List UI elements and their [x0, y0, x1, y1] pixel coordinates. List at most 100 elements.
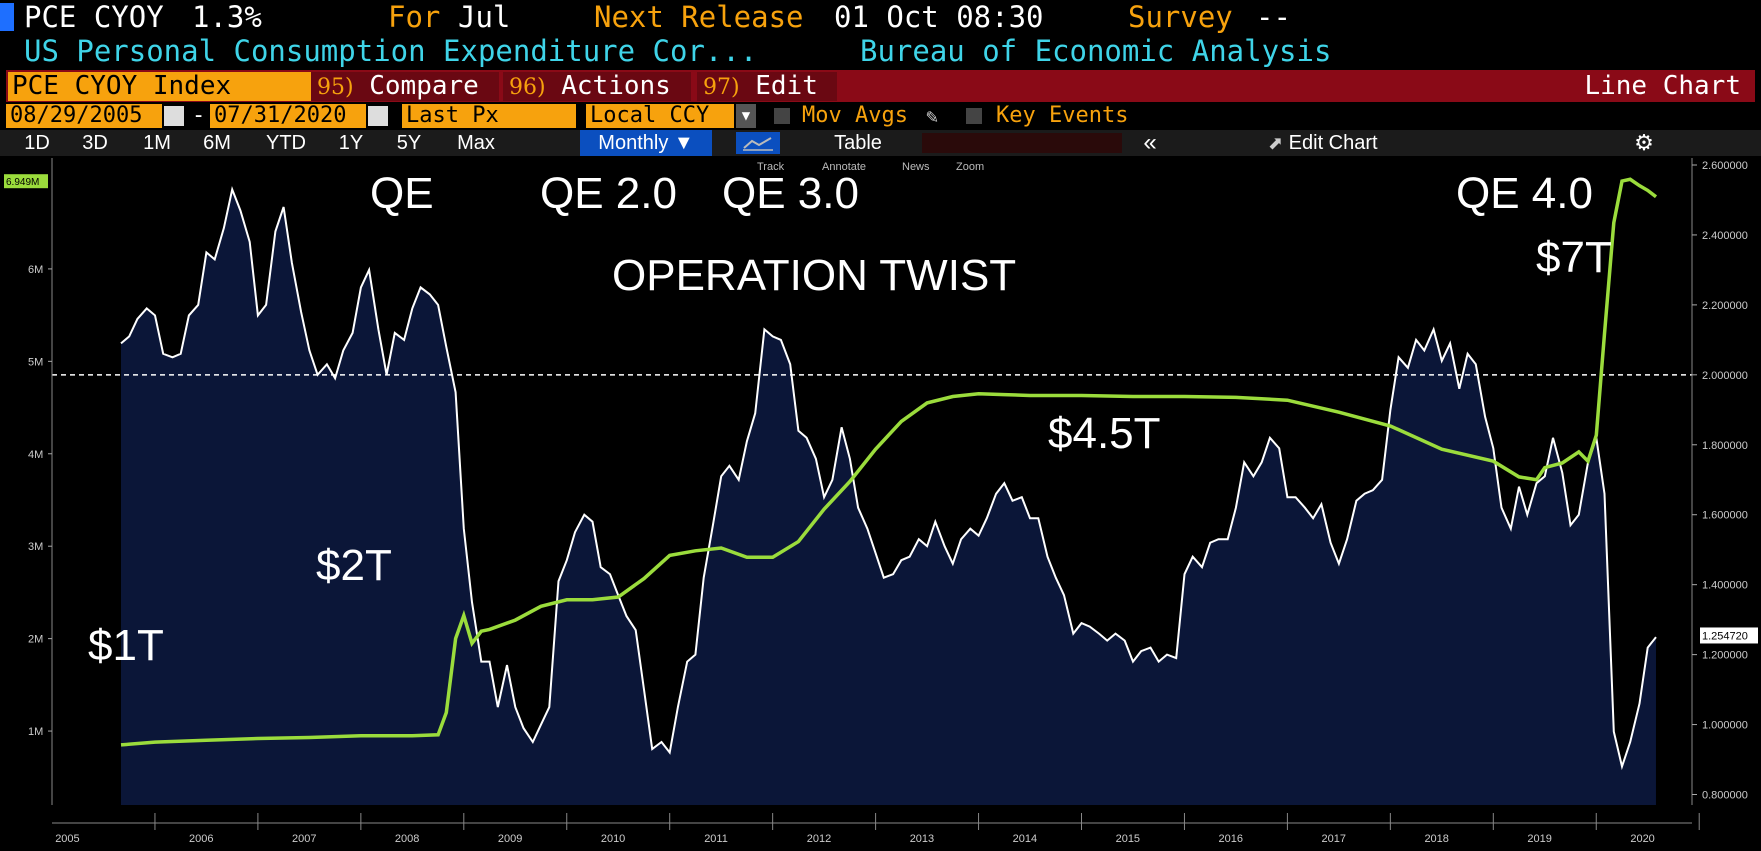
line-chart-icon[interactable] — [736, 132, 780, 154]
edit-chart-button[interactable]: ⬈ Edit Chart — [1268, 130, 1468, 156]
right-tick-label: 2.400000 — [1702, 230, 1748, 242]
line-chart: Track Annotate News Zoom 1M 2M 3M 4M 5M 6M 0.80000… — [4, 158, 1758, 845]
chart-annotation: $7T — [1536, 233, 1612, 282]
left-tick-label: 1M — [28, 726, 43, 738]
compare-button[interactable]: 95) Compare — [311, 72, 499, 101]
range-3d[interactable]: 3D — [82, 132, 108, 154]
x-tick-label: 2010 — [601, 833, 625, 845]
right-tick-label: 0.800000 — [1702, 790, 1748, 802]
chart-tool-label: Annotate — [822, 161, 866, 173]
left-tick-label: 4M — [28, 449, 43, 461]
right-tick-label: 1.400000 — [1702, 580, 1748, 592]
left-tick-label: 6M — [28, 264, 43, 276]
edit-button[interactable]: 97) Edit ▼ — [697, 71, 837, 128]
x-tick-label: 2020 — [1630, 833, 1654, 845]
next-release-value: 01 Oct 08:30 — [834, 0, 1044, 34]
range-toolbar: 1D 3D 1M 6M YTD 1Y 5Y Max Monthly ▼ Tabl… — [0, 130, 1761, 156]
x-tick-label: 2013 — [910, 833, 934, 845]
chart-tool-label: Zoom — [956, 161, 984, 173]
right-tick-label: 2.200000 — [1702, 300, 1748, 312]
x-tick-label: 2015 — [1116, 833, 1140, 845]
chart-annotation: QE 3.0 — [722, 169, 859, 218]
ticker: PCE CYOY — [24, 0, 164, 34]
key-events-checkbox[interactable] — [966, 108, 982, 124]
x-tick-label: 2008 — [395, 833, 419, 845]
left-tick-label: 2M — [28, 634, 43, 646]
range-5y[interactable]: 5Y — [396, 132, 422, 154]
range-1y[interactable]: 1Y — [338, 132, 364, 154]
range-ytd[interactable]: YTD — [266, 132, 306, 154]
calendar-icon[interactable] — [368, 106, 388, 126]
compare-label: Compare — [369, 71, 479, 101]
mov-avgs-checkbox[interactable] — [774, 108, 790, 124]
x-tick-label: 2007 — [292, 833, 316, 845]
table-button[interactable]: Table — [834, 132, 882, 154]
security-input[interactable]: PCE CYOY Index — [8, 72, 347, 101]
x-tick-label: 2017 — [1321, 833, 1345, 845]
pce-line — [120, 186, 1657, 771]
edit-chart-icon: ⬈ — [1268, 133, 1284, 153]
key-events-label: Key Events — [996, 103, 1129, 128]
right-tick-label: 2.000000 — [1702, 370, 1748, 382]
range-1d[interactable]: 1D — [24, 132, 50, 154]
x-tick-label: 2011 — [704, 833, 728, 845]
gear-icon[interactable]: ⚙ — [1634, 130, 1654, 155]
currency-select[interactable]: Local CCY — [586, 104, 734, 128]
right-tick-label: 1.800000 — [1702, 440, 1748, 452]
right-value-tag-text: 1.254720 — [1702, 630, 1748, 642]
range-6m[interactable]: 6M — [203, 132, 231, 154]
actions-num: 96) — [509, 75, 546, 100]
cursor-marker — [0, 3, 14, 31]
right-value-tag — [1700, 627, 1758, 644]
compare-num: 95) — [317, 75, 354, 100]
x-tick-label: 2012 — [807, 833, 831, 845]
left-value-tag-text: 6.949M — [6, 177, 39, 188]
edit-chart-label: Edit Chart — [1288, 132, 1378, 154]
right-tick-label: 1.600000 — [1702, 510, 1748, 522]
chart-annotation: QE 2.0 — [540, 169, 677, 218]
chart-type-label[interactable]: Line Chart — [1584, 71, 1741, 101]
chart-area: Track Annotate News Zoom 1M 2M 3M 4M 5M 6M 0.80000… — [0, 158, 1761, 847]
edit-label: Edit — [755, 71, 818, 101]
header-line-1: PCE CYOY 1.3% For Jul Next Release 01 Oc… — [0, 0, 1761, 34]
date-separator: - — [192, 103, 206, 128]
range-max[interactable]: Max — [457, 132, 495, 154]
edit-num: 97) — [703, 75, 740, 100]
left-tick-label: 3M — [28, 541, 43, 553]
for-value: Jul — [458, 0, 511, 34]
chart-annotation: $1T — [88, 621, 164, 670]
chart-tool-label: News — [902, 161, 930, 173]
right-tick-label: 1.200000 — [1702, 650, 1748, 662]
frequency-select[interactable]: Monthly ▼ — [580, 130, 712, 156]
x-tick-label: 2006 — [189, 833, 213, 845]
chart-tool-label: Track — [757, 161, 785, 173]
ticker-value: 1.3% — [192, 0, 262, 34]
chart-annotation: $4.5T — [1048, 409, 1161, 458]
end-date-input[interactable]: 07/31/2020 — [210, 104, 366, 128]
chart-annotation: QE — [370, 169, 434, 218]
left-value-tag — [4, 174, 48, 189]
x-tick-label: 2009 — [498, 833, 522, 845]
blank-field — [922, 133, 1122, 153]
field-select[interactable]: Last Px — [402, 104, 576, 128]
collapse-icon[interactable]: « — [1143, 129, 1157, 156]
x-tick-label: 2018 — [1424, 833, 1448, 845]
x-tick-label: 2005 — [55, 833, 79, 845]
chart-annotation: $2T — [316, 541, 392, 590]
x-tick-label: 2019 — [1527, 833, 1551, 845]
chevron-down-icon[interactable]: ▼ — [736, 104, 756, 128]
security-description: US Personal Consumption Expenditure Cor.… — [24, 34, 758, 68]
pencil-icon[interactable]: ✎ — [926, 104, 939, 128]
survey-label: Survey — [1128, 0, 1233, 34]
header-line-2: US Personal Consumption Expenditure Cor.… — [0, 34, 1761, 68]
actions-button[interactable]: 96) Actions ▼ — [503, 71, 691, 128]
mov-avgs-label: Mov Avgs — [802, 103, 908, 128]
calendar-icon[interactable] — [164, 106, 184, 126]
start-date-input[interactable]: 08/29/2005 — [6, 104, 162, 128]
frequency-label: Monthly — [598, 132, 669, 154]
left-tick-label: 5M — [28, 356, 43, 368]
range-1m[interactable]: 1M — [143, 132, 171, 154]
x-tick-label: 2014 — [1013, 833, 1037, 845]
balance-sheet-line — [120, 177, 1658, 747]
actions-label: Actions — [561, 71, 671, 101]
